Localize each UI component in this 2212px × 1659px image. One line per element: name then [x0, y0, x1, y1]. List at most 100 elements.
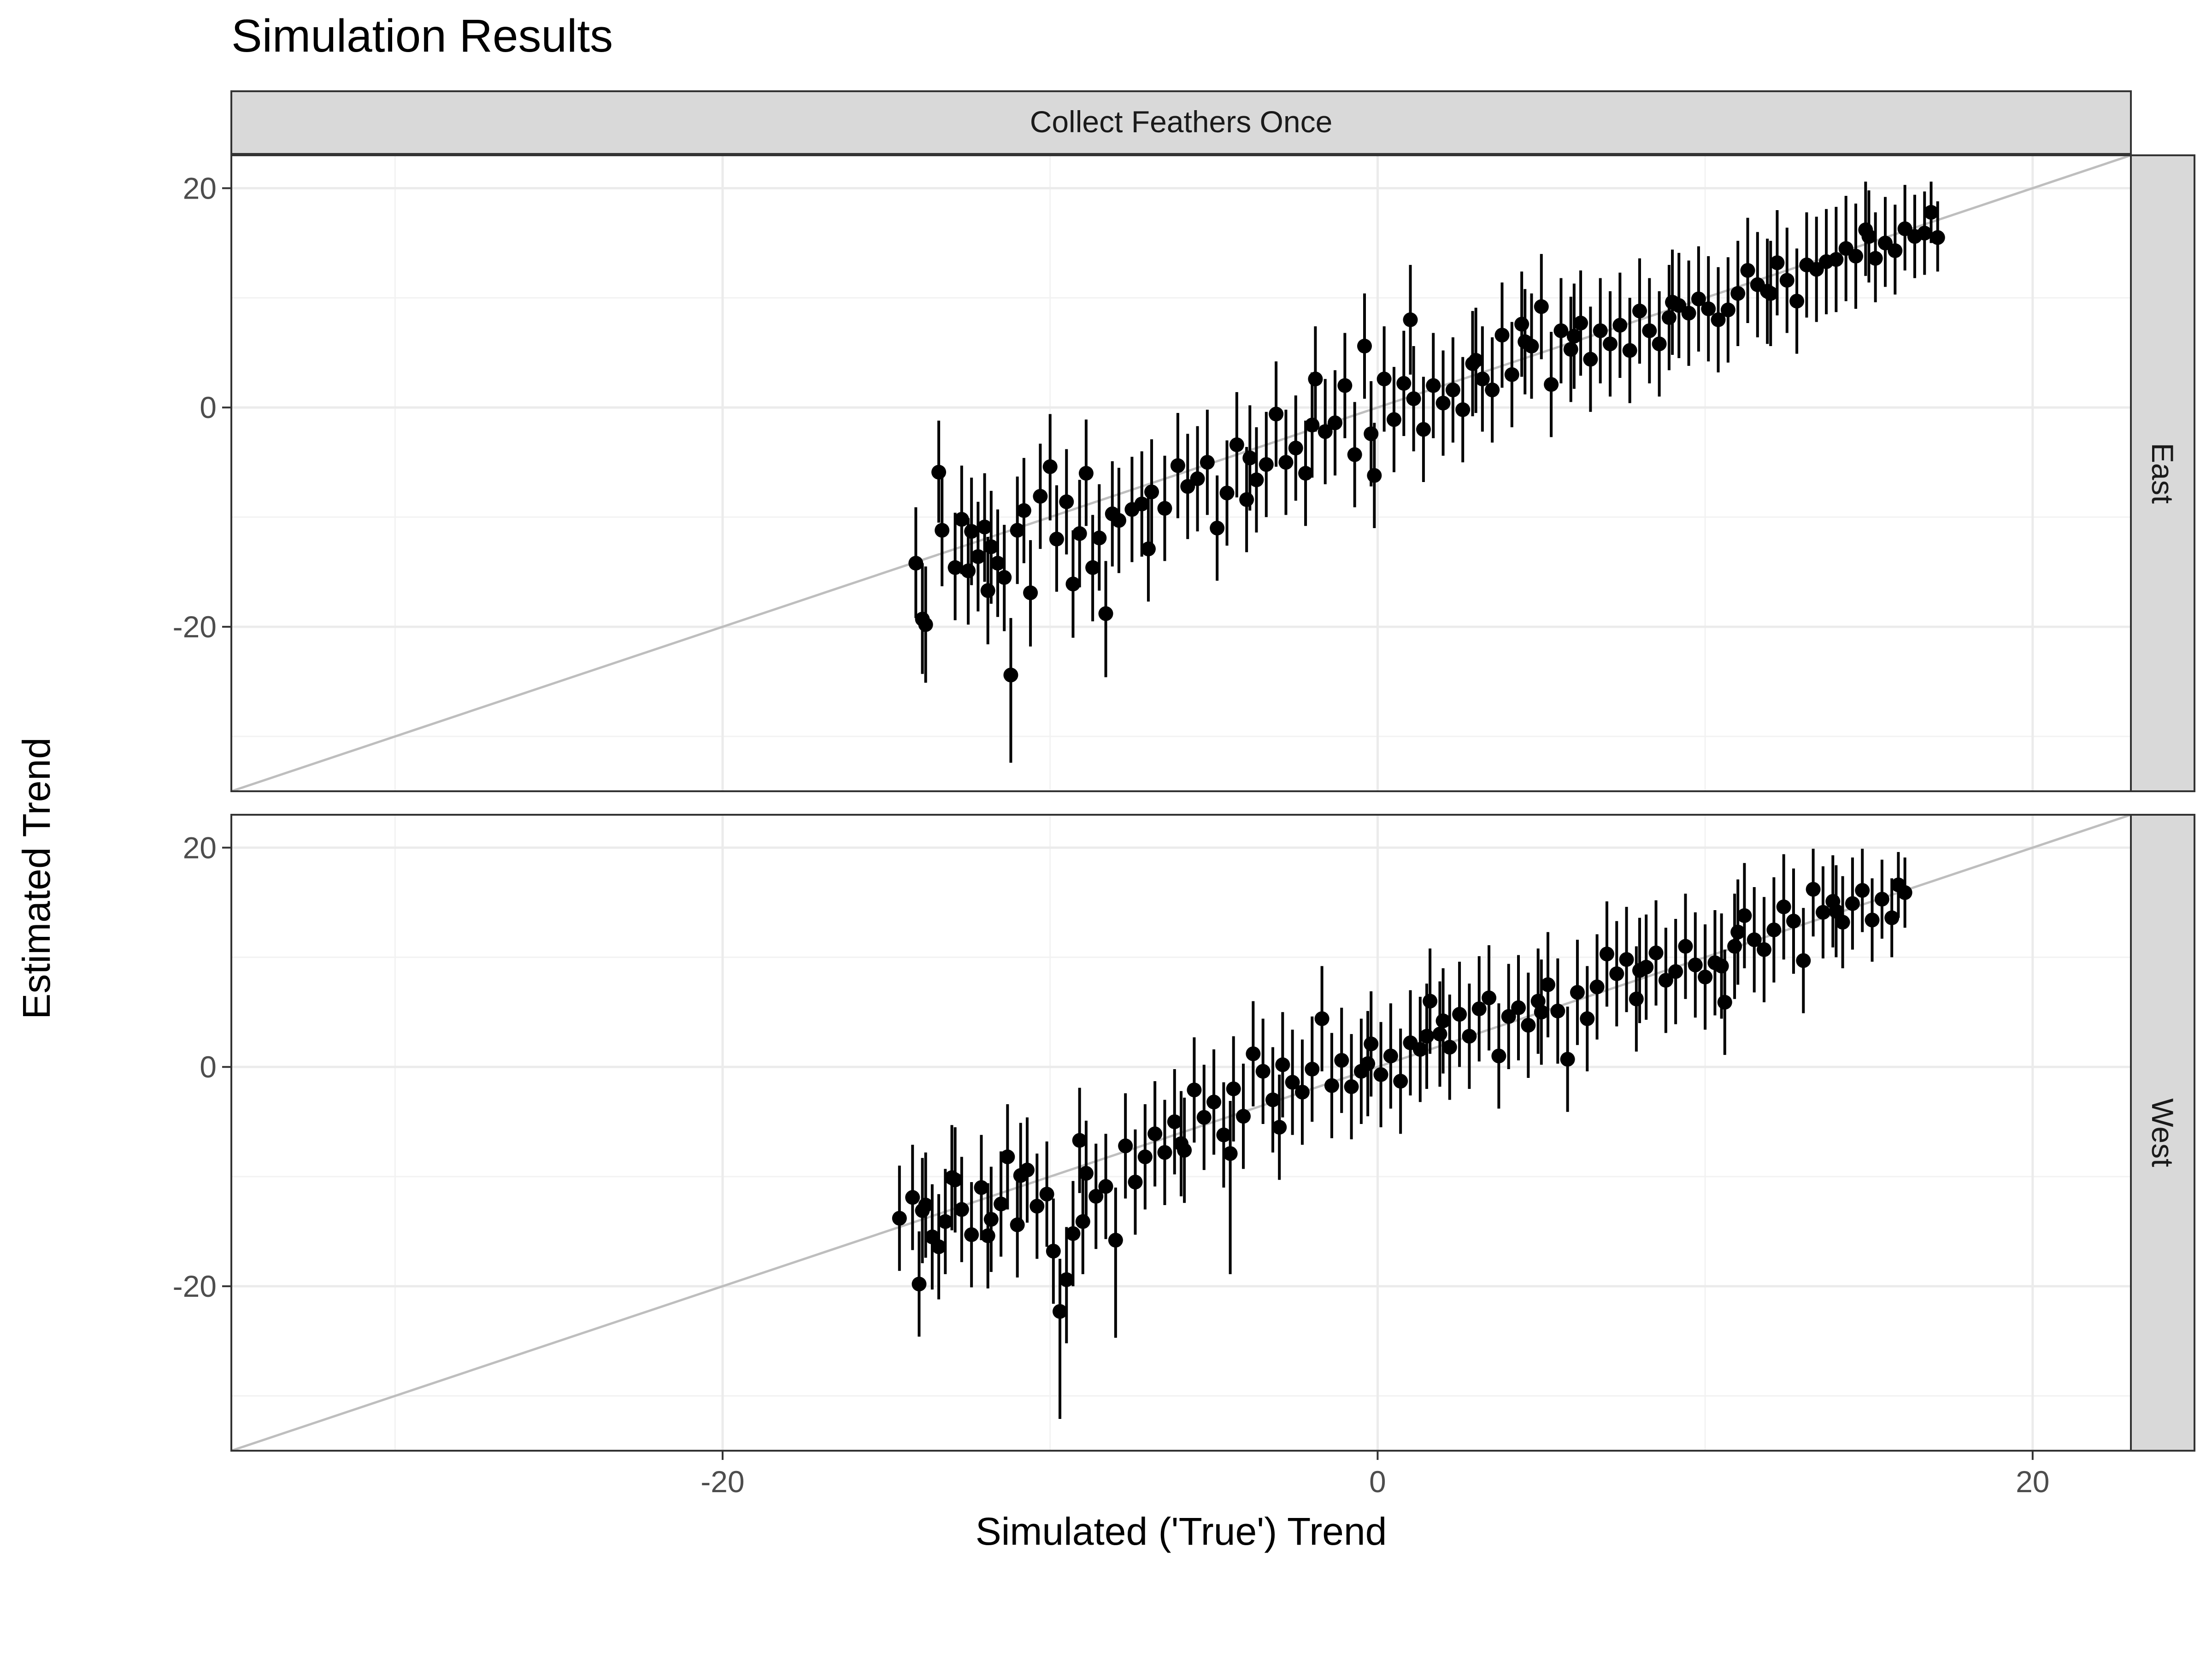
data-point	[1092, 530, 1107, 546]
data-point	[1455, 402, 1471, 417]
y-tick-label: 0	[200, 1050, 217, 1084]
data-point	[1305, 418, 1320, 433]
data-point	[915, 1203, 930, 1218]
data-point	[1471, 1001, 1487, 1017]
data-point	[1563, 342, 1578, 357]
data-point	[912, 1277, 927, 1292]
data-point	[983, 539, 999, 554]
data-point	[1629, 991, 1644, 1006]
data-point	[1075, 1214, 1090, 1229]
data-point	[1285, 1075, 1300, 1090]
data-point	[1039, 1187, 1054, 1202]
data-point	[1468, 353, 1483, 368]
facet-strip-right	[2130, 154, 2195, 792]
data-point	[1779, 273, 1794, 288]
data-point	[1665, 294, 1680, 310]
data-point	[1255, 1064, 1271, 1079]
data-point	[1553, 323, 1569, 338]
data-point	[1269, 406, 1284, 422]
data-point	[1845, 896, 1860, 911]
data-point	[947, 1172, 963, 1188]
data-point	[1334, 1053, 1349, 1068]
data-point	[1570, 985, 1585, 1000]
data-point	[1789, 294, 1805, 309]
data-point	[1141, 541, 1156, 557]
data-point	[1835, 915, 1850, 930]
data-point	[983, 1212, 999, 1227]
data-point	[1046, 1243, 1061, 1259]
reference-line	[231, 155, 2131, 791]
data-point	[1691, 291, 1706, 306]
data-point	[964, 1227, 979, 1242]
data-point	[1730, 286, 1746, 301]
y-tick-label: -20	[173, 1269, 217, 1303]
data-point	[1078, 1166, 1094, 1181]
data-point	[1580, 1011, 1595, 1026]
data-point	[1763, 286, 1778, 301]
data-point	[1599, 947, 1614, 962]
data-point	[1364, 1036, 1379, 1052]
data-point	[1786, 913, 1801, 929]
y-tick-label: 20	[183, 171, 217, 205]
data-point	[1259, 457, 1274, 472]
y-tick-label: 20	[183, 830, 217, 865]
data-point	[1305, 1062, 1320, 1077]
data-point	[1730, 924, 1746, 940]
data-point	[1432, 1026, 1447, 1041]
data-point	[1226, 1081, 1241, 1096]
data-point	[1206, 1094, 1222, 1110]
y-axis-title: Estimated Trend	[15, 737, 58, 1019]
data-point	[1435, 1013, 1451, 1029]
data-point	[1134, 496, 1149, 512]
data-point	[1085, 560, 1100, 575]
data-point	[1829, 904, 1844, 919]
data-point	[1174, 1136, 1188, 1151]
data-point	[1884, 910, 1900, 925]
data-point	[1275, 1057, 1290, 1072]
data-point	[1128, 1175, 1143, 1190]
data-point	[1111, 513, 1126, 528]
data-point	[1435, 395, 1451, 411]
data-point	[1072, 526, 1087, 541]
data-point	[1059, 1272, 1074, 1287]
data-point	[1072, 1133, 1087, 1148]
data-point	[1681, 306, 1696, 321]
data-point	[1593, 323, 1608, 338]
data-point	[1344, 1079, 1359, 1094]
facet-panel-east: -20 0 20 East	[173, 154, 2195, 792]
data-point	[1318, 424, 1333, 439]
data-point	[1897, 885, 1912, 900]
data-point	[1770, 255, 1785, 271]
data-point	[1462, 1029, 1477, 1044]
data-point	[931, 465, 947, 480]
data-point	[1078, 466, 1094, 481]
data-point	[1589, 979, 1605, 994]
data-point	[892, 1211, 907, 1226]
data-point	[1098, 606, 1113, 621]
data-point	[1065, 577, 1081, 592]
data-point	[1534, 1005, 1549, 1020]
data-point	[1815, 905, 1830, 920]
y-tick-label: 0	[200, 390, 217, 424]
data-point	[1452, 1007, 1467, 1022]
data-point	[1612, 318, 1628, 333]
x-tick-label: 20	[2016, 1465, 2049, 1499]
data-point	[1137, 1149, 1153, 1165]
data-point	[1747, 932, 1762, 947]
data-point	[1642, 323, 1657, 338]
data-point	[931, 1239, 947, 1254]
data-point	[1717, 994, 1732, 1010]
data-point	[1360, 1056, 1376, 1071]
data-point	[1200, 455, 1215, 470]
data-point	[980, 1228, 995, 1243]
data-point	[1016, 503, 1031, 518]
data-point	[1806, 882, 1821, 897]
data-point	[1377, 371, 1392, 387]
data-point	[994, 1196, 1009, 1212]
data-point	[1711, 312, 1726, 327]
data-point	[1619, 952, 1634, 967]
data-point	[935, 523, 950, 538]
data-point	[1147, 1126, 1163, 1141]
data-point	[961, 563, 976, 578]
data-point	[1059, 494, 1074, 509]
